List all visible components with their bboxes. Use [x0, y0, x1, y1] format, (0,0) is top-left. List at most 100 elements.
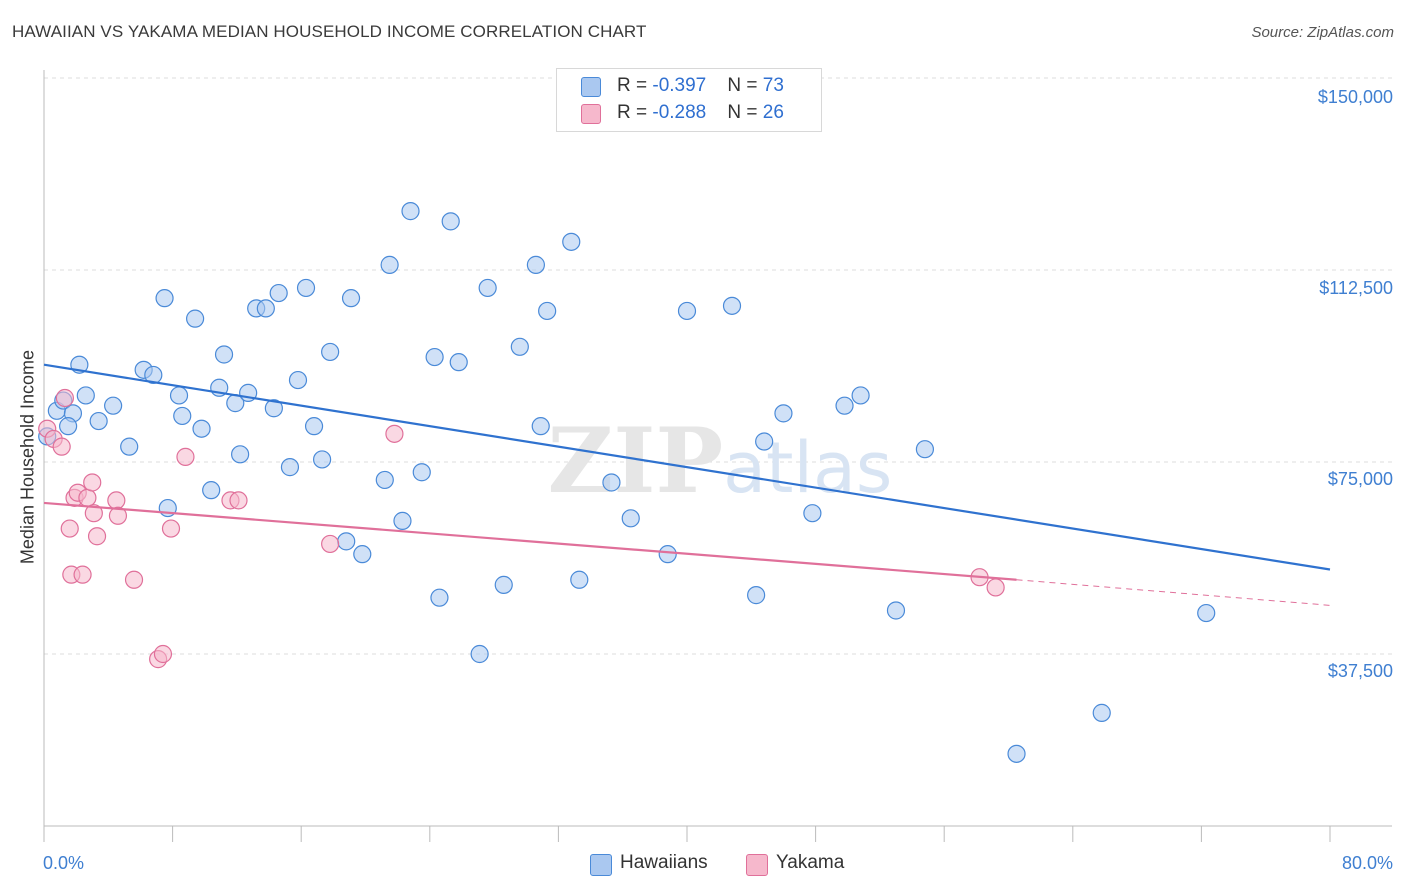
data-point-hawaiians: [835, 396, 854, 415]
data-point-hawaiians: [264, 399, 283, 418]
x-tick-label-min: 0.0%: [43, 853, 85, 873]
data-point-hawaiians: [915, 440, 935, 459]
data-point-yakama: [52, 437, 71, 456]
correlation-legend: R = -0.397 N = 73 R = -0.288 N = 26: [556, 68, 822, 132]
data-point-hawaiians: [531, 417, 550, 436]
x-tick-label-max: 80.0%: [1341, 853, 1393, 873]
data-point-yakama: [55, 388, 74, 408]
data-point-hawaiians: [202, 481, 221, 500]
data-point-hawaiians: [803, 504, 822, 523]
data-point-hawaiians: [425, 347, 444, 367]
data-point-hawaiians: [526, 255, 545, 274]
data-point-hawaiians: [658, 545, 677, 564]
data-point-hawaiians: [231, 445, 250, 464]
legend-r-value: -0.288: [652, 102, 707, 123]
y-axis-title: Median Household Income: [17, 349, 38, 565]
data-point-yakama: [60, 519, 79, 538]
data-point-hawaiians: [192, 419, 211, 438]
data-point-hawaiians: [401, 202, 420, 221]
data-point-hawaiians: [380, 255, 399, 274]
y-tick-label-37500: $37,500: [1327, 661, 1393, 681]
data-point-hawaiians: [186, 309, 205, 328]
data-point-hawaiians: [602, 473, 621, 492]
data-point-yakama: [73, 565, 92, 584]
data-point-hawaiians: [304, 417, 324, 436]
data-point-hawaiians: [677, 301, 697, 321]
data-point-hawaiians: [1197, 603, 1216, 623]
bottom-legend-swatch-yakama: [746, 854, 768, 876]
data-point-hawaiians: [214, 345, 234, 364]
data-point-hawaiians: [470, 644, 489, 664]
y-tick-label-150000: $150,000: [1317, 87, 1393, 107]
data-point-hawaiians: [1007, 744, 1026, 763]
data-point-hawaiians: [280, 458, 300, 477]
data-point-hawaiians: [562, 232, 581, 251]
data-point-hawaiians: [412, 463, 431, 482]
legend-n-value: 73: [762, 75, 784, 96]
data-point-yakama: [229, 491, 248, 510]
watermark: ZIPatlas: [548, 408, 893, 514]
y-tick-label-112500: $112,500: [1319, 278, 1393, 298]
chart-title: HAWAIIAN VS YAKAMA MEDIAN HOUSEHOLD INCO…: [12, 22, 647, 41]
data-point-hawaiians: [120, 437, 139, 456]
data-point-hawaiians: [269, 283, 288, 303]
bottom-legend-swatch-hawaiians: [590, 854, 612, 876]
data-point-hawaiians: [494, 575, 513, 594]
data-point-hawaiians: [296, 278, 316, 298]
data-point-hawaiians: [886, 601, 906, 620]
bottom-legend-label-hawaiians: Hawaiians: [620, 852, 708, 873]
data-point-hawaiians: [173, 406, 192, 426]
data-point-yakama: [84, 504, 103, 523]
data-point-yakama: [78, 488, 97, 507]
trend-line-hawaiians: [43, 363, 1331, 571]
legend-r-value: -0.397: [652, 75, 707, 96]
data-point-yakama: [83, 473, 102, 492]
data-point-hawaiians: [144, 365, 163, 385]
data-point-yakama: [107, 491, 126, 510]
data-point-hawaiians: [169, 386, 189, 405]
data-point-hawaiians: [851, 386, 870, 405]
data-point-yakama: [385, 424, 404, 443]
legend-n-label: N =: [727, 102, 763, 123]
data-point-hawaiians: [288, 370, 308, 390]
bottom-legend-label-yakama: Yakama: [776, 852, 845, 873]
legend-swatch-yakama: [581, 104, 601, 124]
data-point-hawaiians: [104, 396, 123, 415]
bottom-legend-yakama: Yakama: [746, 852, 866, 876]
data-point-yakama: [108, 506, 128, 525]
data-point-hawaiians: [155, 289, 174, 308]
data-point-hawaiians: [256, 299, 275, 318]
legend-n-value: 26: [762, 102, 784, 123]
data-point-hawaiians: [621, 509, 640, 528]
legend-r-label: R =: [617, 102, 653, 123]
data-point-hawaiians: [59, 417, 78, 436]
data-point-hawaiians: [353, 545, 372, 564]
data-point-hawaiians: [321, 342, 340, 362]
legend-swatch-hawaiians: [581, 77, 601, 97]
data-point-hawaiians: [312, 450, 332, 469]
data-point-hawaiians: [722, 296, 742, 315]
data-point-yakama: [986, 578, 1005, 597]
data-point-hawaiians: [774, 404, 793, 423]
data-point-hawaiians: [570, 570, 589, 589]
data-point-hawaiians: [337, 532, 356, 551]
data-point-hawaiians: [510, 337, 529, 356]
data-point-hawaiians: [755, 432, 774, 451]
data-point-yakama: [87, 527, 107, 546]
bottom-legend-hawaiians: Hawaiians: [590, 852, 730, 876]
data-point-hawaiians: [76, 386, 95, 405]
legend-r-label: R =: [617, 75, 653, 96]
data-point-hawaiians: [449, 353, 468, 372]
legend-n-label: N =: [727, 75, 763, 96]
data-point-hawaiians: [89, 411, 108, 431]
data-point-hawaiians: [538, 301, 557, 321]
data-point-hawaiians: [375, 470, 394, 490]
data-point-hawaiians: [430, 588, 449, 607]
data-point-hawaiians: [393, 511, 412, 530]
data-point-yakama: [153, 644, 173, 664]
y-tick-label-75000: $75,000: [1327, 469, 1393, 489]
data-point-hawaiians: [747, 586, 766, 605]
data-point-yakama: [161, 519, 181, 538]
data-point-hawaiians: [478, 278, 497, 298]
